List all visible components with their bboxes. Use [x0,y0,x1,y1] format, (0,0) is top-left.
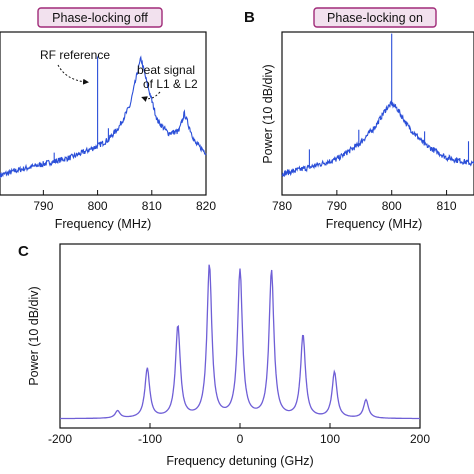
arrow-rf [57,64,89,85]
curve-b [281,33,474,177]
xlabel-b: Frequency (MHz) [326,217,423,231]
xtick-label-a-0: 790 [33,199,53,213]
xtick-label-c-1: -100 [138,432,162,446]
xtick-label-b-0: 780 [272,199,292,213]
plot-b: 780 790 800 810 [272,31,474,213]
xtick-label-c-0: -200 [48,432,72,446]
xtick-label-b-2: 800 [382,199,402,213]
xlabel-c: Frequency detuning (GHz) [166,454,313,468]
plot-a: 790 800 810 820 [0,31,216,213]
tag-box-a [37,7,163,28]
tag-b: Phase-locking on [327,11,423,25]
xtick-label-b-3: 810 [437,199,457,213]
annot-beat-2: of L1 & L2 [143,77,198,91]
xtick-label-a-2: 810 [142,199,162,213]
curve-a [0,55,207,179]
ylabel-c: Power (10 dB/div) [27,286,41,385]
curve-c [60,264,420,420]
plot-c: -200 -100 0 100 200 [48,243,430,446]
arrow-beat [141,91,161,102]
panel-label-b: B [244,9,255,26]
panel-label-c: C [18,243,29,260]
tag-box-b [313,7,437,28]
ylabel-b: Power (10 dB/div) [261,64,275,163]
xlabel-a: Frequency (MHz) [55,217,152,231]
xtick-label-a-3: 820 [196,199,216,213]
xtick-label-a-1: 800 [88,199,108,213]
xtick-label-c-2: 0 [237,432,244,446]
xtick-label-c-3: 100 [320,432,340,446]
xtick-label-c-4: 200 [410,432,430,446]
annot-beat-1: beat signal [137,63,195,77]
tag-a: Phase-locking off [52,11,148,25]
xtick-label-b-1: 790 [327,199,347,213]
annot-rf: RF reference [40,48,110,62]
frame-b [281,31,474,196]
frame-a [0,31,207,196]
